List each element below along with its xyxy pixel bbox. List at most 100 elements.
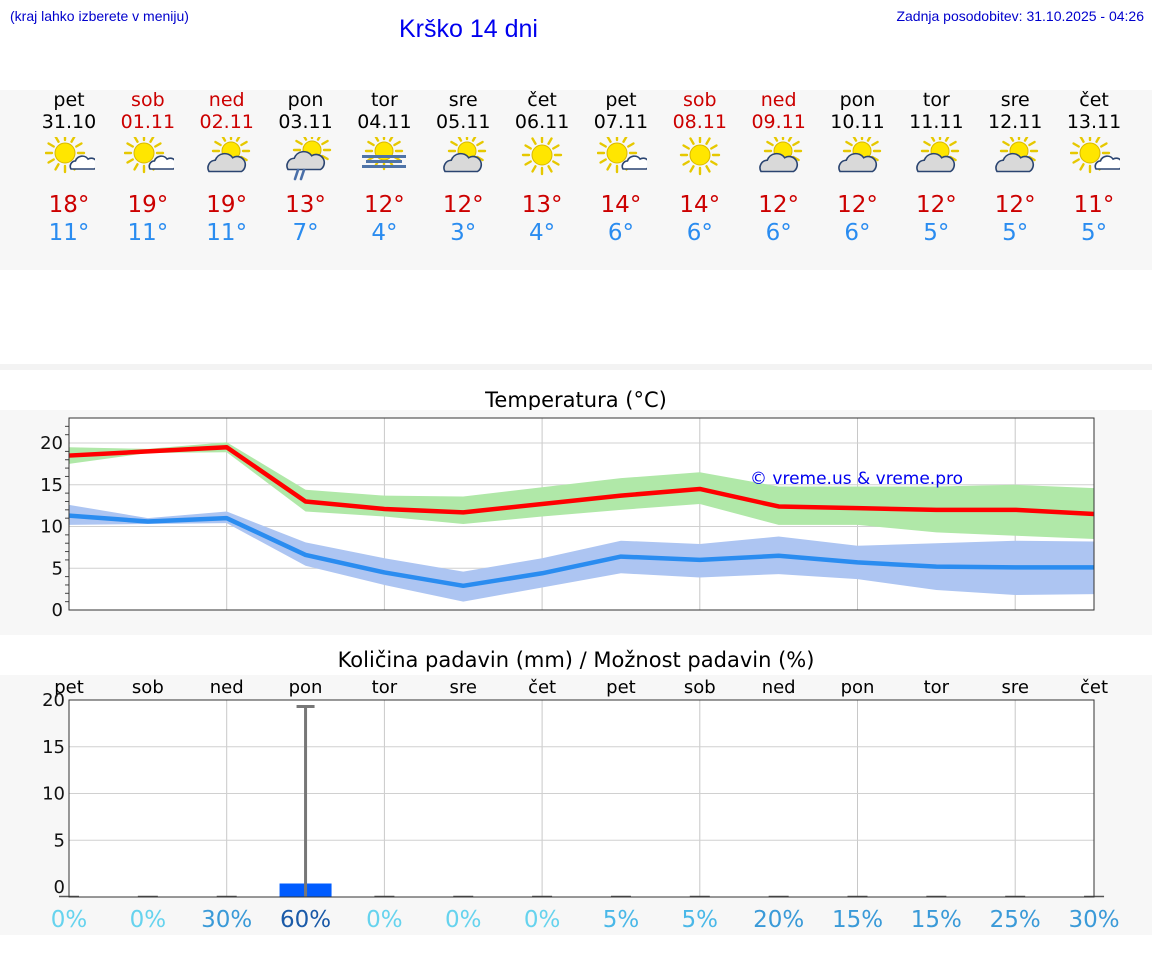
precip-probability: 20% [753,907,804,933]
day-column: tor 11.11 12° 5° [896,90,976,247]
plot-frame [68,699,1095,898]
x-tick-label: ned [762,677,796,698]
page-title: Krško 14 dni [399,15,538,43]
x-tick-label: sre [1001,677,1028,698]
partly-cloudy-icon [123,137,174,174]
temp-max: 19° [127,192,169,218]
mostly-cloudy-icon [837,137,881,173]
x-tick-label: pet [606,677,636,698]
precip-probability: 30% [1068,907,1119,933]
day-column: čet 13.11 11° 5° [1054,90,1134,247]
mostly-cloudy-icon [739,133,819,187]
day-name: ned [760,89,797,111]
x-tick-label: sob [684,677,716,698]
temperature-chart-title: Temperatura (°C) [485,388,667,412]
day-date: 03.11 [278,111,333,133]
day-column: pet 31.10 18° 11° [29,90,109,247]
partly-cloudy-icon [581,133,661,187]
partly-cloudy-icon [108,133,188,187]
day-date: 09.11 [751,111,806,133]
header-hint: (kraj lahko izberete v meniju) [10,8,189,24]
day-name: sre [448,89,478,111]
temp-max: 18° [48,192,90,218]
day-date: 05.11 [436,111,491,133]
day-column: pon 03.11 13° 7° [266,90,346,247]
sunny-icon [660,133,740,187]
day-name: tor [370,89,398,111]
x-tick-label: sre [450,677,477,698]
x-tick-label: sob [132,677,164,698]
range-band-tmin [69,504,1095,602]
temp-min: 4° [529,220,556,246]
mostly-cloudy-icon [423,133,503,187]
forecast-band [0,90,1152,270]
day-date: 12.11 [987,111,1043,133]
temp-min: 5° [1080,220,1108,246]
precip-probability: 30% [201,907,252,933]
sunny-icon [521,137,563,176]
mostly-cloudy-icon [975,133,1055,187]
temp-min: 6° [686,220,713,246]
series-line-tmax [68,444,1095,517]
series-line-tmin [68,513,1095,589]
y-tick-label: 20 [40,433,63,454]
day-date: 11.11 [909,111,964,133]
sunny-icon [679,137,720,176]
mostly-cloudy-icon [916,137,960,173]
partly-cloudy-icon [29,133,109,187]
watermark: © vreme.us & vreme.pro [750,469,963,489]
y-tick-label: 10 [40,517,63,538]
temp-min: 3° [450,220,477,246]
precip-probability: 15% [832,907,883,933]
temp-min: 5° [923,220,950,246]
temp-max: 13° [521,192,563,218]
precip-probability: 15% [911,907,962,933]
temp-max: 12° [442,192,484,218]
temp-max: 12° [915,192,957,218]
x-tick-label: ned [210,677,244,698]
y-tick-label: 0 [54,877,65,898]
day-name: tor [922,89,950,111]
temp-max: 13° [285,192,326,218]
precip-probability: 25% [990,907,1041,933]
temp-min: 6° [844,220,871,246]
precipitation-chart: pet sob ned pon tor sre čet pet sob ned pon tor sre č… [42,677,1120,933]
fog-icon [362,137,407,171]
y-tick-label: 15 [40,475,63,496]
day-date: 02.11 [199,111,254,133]
mostly-cloudy-icon [818,133,898,187]
last-update: Zadnja posodobitev: 31.10.2025 - 04:26 [896,8,1144,24]
temp-min: 5° [1002,220,1029,246]
day-column: sre 05.11 12° 3° [423,90,503,247]
precip-probability: 0% [130,907,167,933]
y-tick-label: 10 [42,784,65,805]
day-name: pet [53,89,85,111]
x-tick-label: čet [1080,677,1108,698]
temp-max: 19° [206,192,248,218]
x-tick-label: tor [924,677,950,698]
day-name: pon [839,89,876,111]
plot-frame [68,417,1095,611]
precip-probability: 5% [603,907,640,933]
temp-max: 12° [364,192,405,218]
mostly-cloudy-icon [443,137,487,173]
day-name: pon [287,89,324,111]
y-tick-label: 15 [42,737,65,758]
fog-icon [344,133,424,187]
mostly-cloudy-icon [758,137,802,173]
precip-probability: 0% [524,907,561,933]
day-date: 13.11 [1066,111,1122,133]
day-date: 04.11 [357,111,412,133]
day-date: 10.11 [830,111,885,133]
temp-min: 6° [765,220,792,246]
sunny-icon [502,133,582,187]
day-date: 31.10 [41,111,97,133]
precip-probability: 5% [682,907,719,933]
day-column: tor 04.11 12° 4° [344,90,424,247]
temp-max: 12° [837,192,878,218]
day-date: 08.11 [672,111,727,133]
mostly-cloudy-icon [896,133,976,187]
precip-probability: 0% [445,907,482,933]
day-name: sob [683,89,717,111]
x-tick-label: pet [54,677,84,698]
